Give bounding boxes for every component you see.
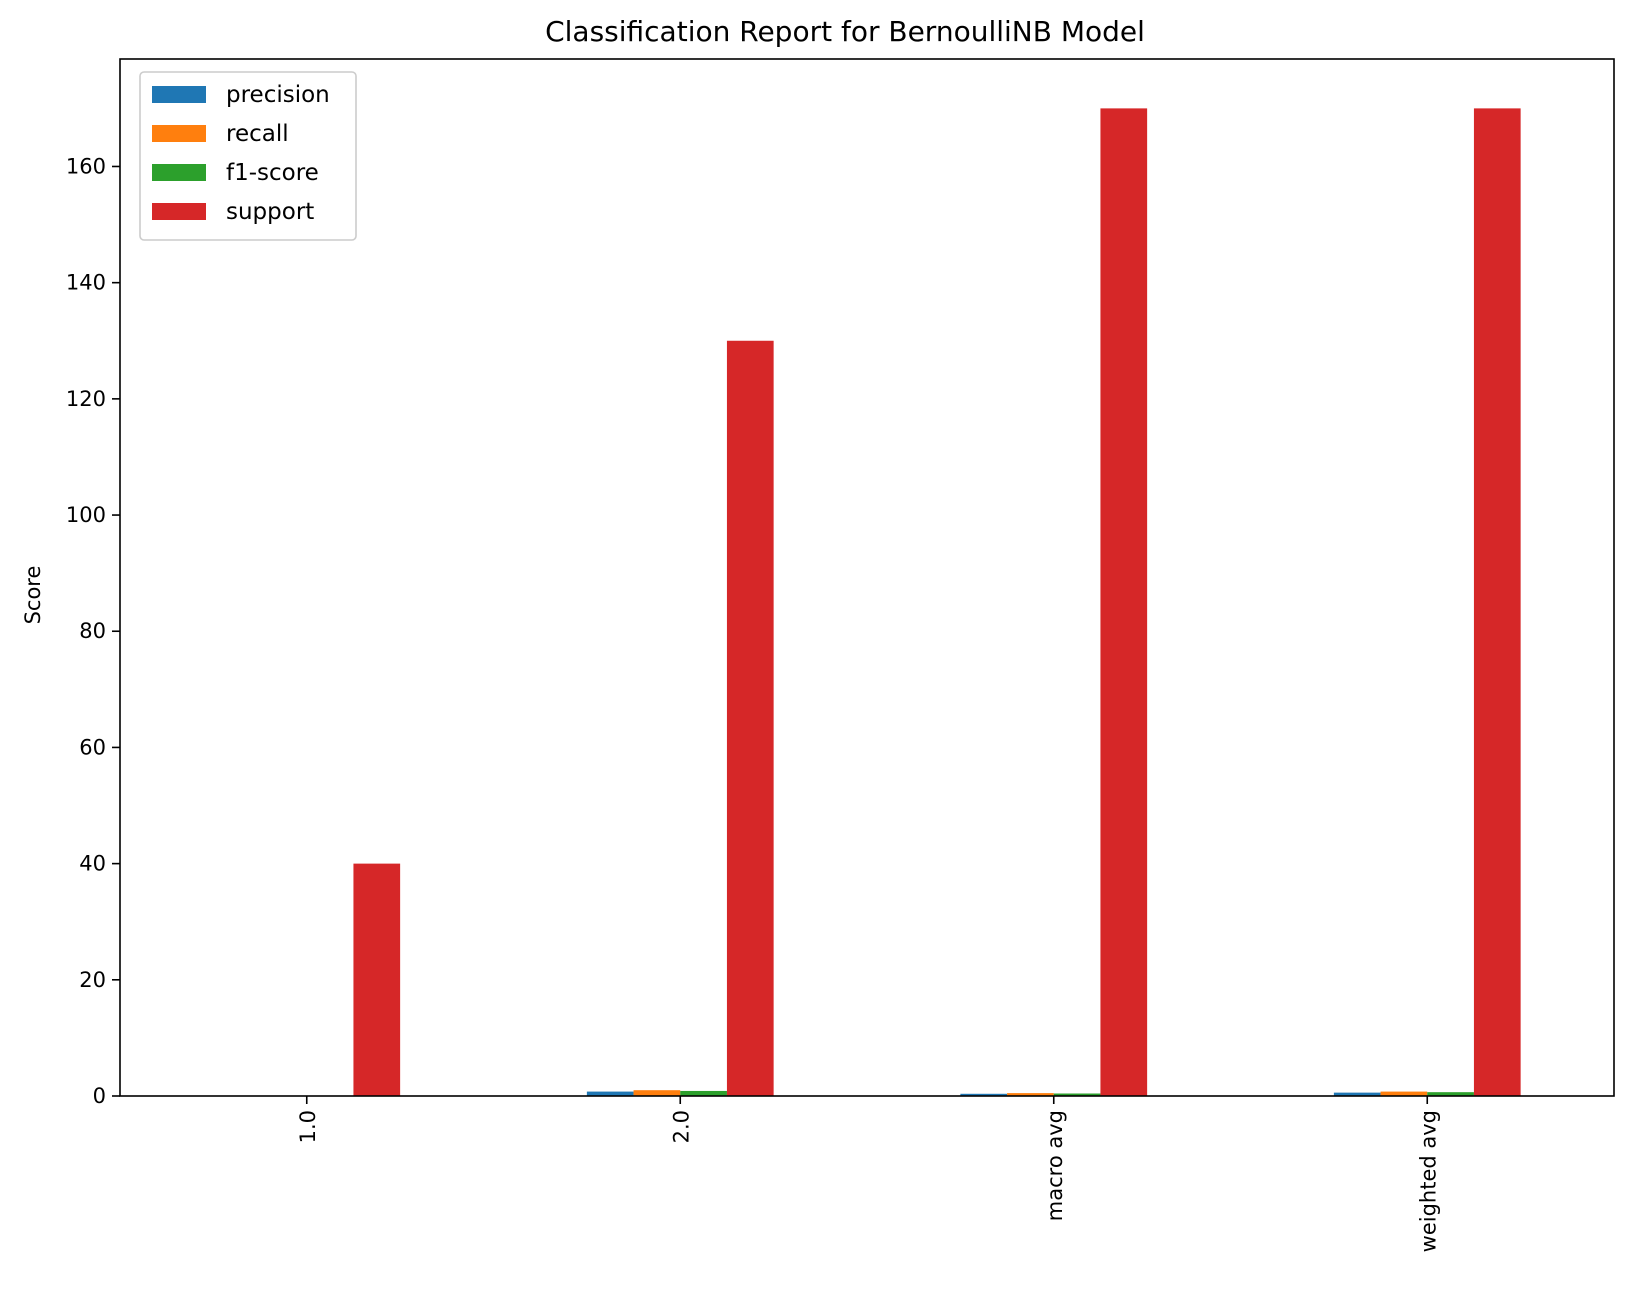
y-tick-label: 40	[79, 852, 106, 876]
x-tick-label: macro avg	[1043, 1110, 1067, 1221]
legend-box	[139, 71, 357, 241]
chart-title: Classification Report for BernoulliNB Mo…	[545, 15, 1145, 48]
legend-label-f1-score: f1-score	[226, 160, 319, 186]
legend-label-support: support	[226, 199, 314, 225]
y-axis-label: Score	[21, 566, 45, 625]
bar-precision-macro-avg	[960, 1093, 1008, 1096]
bar-recall-weighted-avg	[1380, 1091, 1428, 1096]
bar-f1-score-2.0	[680, 1090, 727, 1096]
x-tick-label: 2.0	[669, 1110, 693, 1143]
bars	[353, 108, 1521, 1096]
x-tick-label: 1.0	[296, 1110, 320, 1143]
legend-swatch-recall	[152, 125, 206, 142]
y-tick-label: 100	[66, 503, 106, 527]
bar-support-2.0	[726, 340, 774, 1096]
bar-recall-macro-avg	[1007, 1093, 1054, 1096]
x-axis-ticks: 1.0 2.0 macro avg weighted avg	[296, 1096, 1440, 1252]
legend-swatch-f1-score	[152, 164, 206, 181]
y-tick-label: 120	[66, 387, 106, 411]
y-tick-label: 140	[66, 271, 106, 295]
bar-support-1.0	[353, 863, 401, 1096]
bar-precision-weighted-avg	[1333, 1092, 1381, 1096]
legend-swatch-support	[152, 203, 206, 220]
legend-swatch-precision	[152, 86, 206, 103]
y-tick-label: 160	[66, 154, 106, 178]
legend: precision recall f1-score support	[139, 71, 357, 241]
bar-f1-score-weighted-avg	[1427, 1092, 1474, 1096]
legend-label-precision: precision	[226, 82, 330, 108]
y-tick-label: 80	[79, 619, 106, 643]
x-tick-label: weighted avg	[1416, 1110, 1440, 1252]
y-axis-ticks: 0 20 40 60 80 100 120 140 160	[66, 154, 120, 1108]
bar-support-macro-avg	[1100, 108, 1148, 1096]
y-tick-label: 0	[93, 1084, 106, 1108]
y-tick-label: 60	[79, 735, 106, 759]
plot-frame	[119, 58, 1615, 1097]
bar-f1-score-macro-avg	[1053, 1093, 1101, 1096]
bar-recall-2.0	[633, 1090, 681, 1096]
bar-support-weighted-avg	[1473, 108, 1521, 1096]
y-tick-label: 20	[79, 968, 106, 992]
bar-precision-2.0	[586, 1091, 634, 1096]
legend-label-recall: recall	[226, 121, 289, 147]
